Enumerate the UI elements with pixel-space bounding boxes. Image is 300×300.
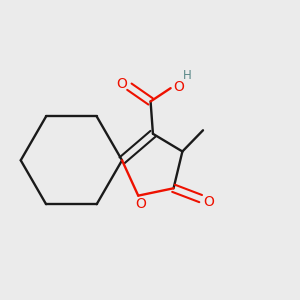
Text: O: O — [203, 194, 214, 208]
Text: O: O — [135, 197, 146, 211]
Text: H: H — [182, 69, 191, 82]
Text: O: O — [173, 80, 184, 94]
Text: O: O — [117, 77, 128, 91]
